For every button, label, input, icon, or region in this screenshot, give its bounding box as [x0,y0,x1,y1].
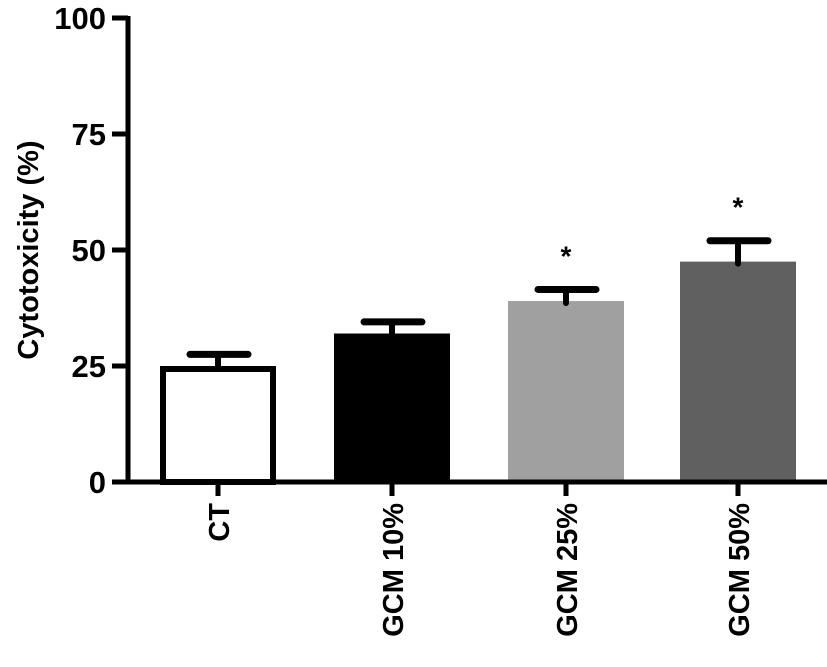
y-axis-title: Cytotoxicity (%) [13,140,45,359]
x-tick-label: CT [204,503,236,542]
bar [508,301,624,482]
x-tick-label: GCM 10% [378,503,410,637]
bar [160,366,276,485]
y-axis-ticks: 0 25 50 75 100 [54,1,128,500]
y-axis-label: Cytotoxicity (%) [13,140,45,359]
bar-group: * [680,192,796,482]
significance-marker: * [733,192,744,223]
y-tick-label: 50 [72,233,106,268]
bar-group [160,350,276,485]
y-tick-label: 25 [72,349,106,384]
bar [680,261,796,482]
y-tick-label: 75 [72,117,106,152]
bar [334,333,450,482]
bar-group [334,318,450,482]
y-tick-label: 100 [54,1,106,36]
bars: ** [160,192,796,485]
x-tick-label: GCM 50% [724,503,756,637]
significance-marker: * [561,240,572,271]
bar-group: * [508,240,624,482]
x-axis-ticks: CT GCM 10% GCM 25% GCM 50% [204,482,756,637]
x-tick-label: GCM 25% [552,503,584,637]
y-tick-label: 0 [89,465,106,500]
axes [125,16,827,485]
